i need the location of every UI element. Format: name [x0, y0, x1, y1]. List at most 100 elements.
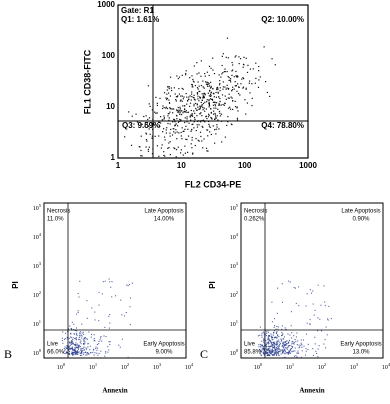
event-dot [272, 354, 274, 356]
event-dot [162, 131, 164, 133]
event-dot [212, 113, 215, 115]
event-dot [148, 117, 151, 119]
event-dot [105, 352, 107, 354]
event-dot [174, 148, 176, 150]
event-dot [268, 354, 270, 356]
event-dot [169, 132, 171, 134]
event-dot [232, 108, 234, 111]
event-dot [145, 132, 147, 134]
event-dot [201, 115, 203, 117]
event-dot [210, 86, 212, 89]
event-dot [291, 332, 293, 334]
event-dot [281, 283, 283, 285]
event-dot [219, 115, 222, 117]
event-dot [191, 113, 193, 115]
event-dot [227, 116, 229, 118]
event-dot [287, 333, 289, 335]
event-dot [190, 99, 192, 101]
event-dot [75, 345, 77, 347]
event-dot [84, 341, 86, 343]
tick-base: 10 [230, 351, 236, 357]
event-dot [212, 110, 215, 112]
event-dot [275, 336, 277, 338]
event-dot [293, 286, 295, 289]
event-dot [82, 347, 84, 349]
event-dot [266, 332, 268, 334]
event-dot [108, 278, 110, 280]
event-dot [195, 107, 197, 110]
event-dot [77, 353, 79, 355]
event-dot [176, 125, 179, 127]
event-dot [215, 128, 217, 130]
event-dot [88, 353, 90, 355]
event-dot [283, 341, 285, 343]
event-dot [288, 352, 290, 354]
event-dot [283, 344, 285, 346]
event-dot [79, 334, 81, 336]
event-dot [204, 101, 206, 103]
event-dot [194, 99, 196, 101]
event-dot [186, 103, 188, 105]
event-dot [166, 127, 168, 129]
event-dot [74, 352, 76, 355]
event-dot [202, 147, 204, 149]
event-dot [307, 348, 309, 351]
event-dot [73, 333, 75, 335]
event-dot [190, 130, 192, 132]
event-dot [161, 144, 163, 146]
event-dot [93, 354, 95, 356]
event-dot [85, 354, 87, 356]
event-dot [288, 341, 290, 343]
event-dot [270, 335, 272, 337]
event-dot [208, 74, 210, 77]
event-dot [201, 105, 203, 107]
event-dot [168, 86, 170, 88]
event-dot [203, 138, 205, 140]
event-dot [192, 115, 194, 117]
tick-base: 10 [33, 206, 39, 212]
event-dot [175, 96, 177, 98]
quadrant-label: 13.0% [352, 350, 370, 356]
event-dot [101, 293, 103, 295]
event-dot [273, 350, 275, 352]
event-dot [157, 126, 159, 128]
event-dot [209, 87, 212, 89]
event-dot [158, 135, 160, 137]
event-dot [170, 108, 172, 110]
event-dot [275, 347, 277, 349]
event-dot [224, 68, 226, 70]
event-dot [81, 337, 83, 339]
event-dot [202, 97, 204, 99]
event-dot [141, 123, 143, 125]
event-dot [185, 110, 187, 112]
event-dot [210, 81, 212, 83]
event-dot [71, 340, 73, 342]
event-dot [68, 350, 71, 353]
event-dot [210, 108, 212, 110]
event-dot [150, 122, 153, 124]
event-dot [216, 124, 218, 126]
event-dot [266, 330, 268, 332]
event-dot [274, 336, 276, 339]
event-dot [208, 123, 210, 126]
event-dot [163, 136, 166, 138]
event-dot [167, 113, 169, 115]
event-dot [266, 345, 268, 347]
event-dot [72, 339, 74, 341]
event-dot [263, 342, 265, 344]
event-dot [77, 351, 79, 353]
tick-base: 10 [89, 365, 95, 371]
event-dot [283, 346, 285, 348]
event-dot [227, 57, 229, 59]
event-dot [191, 147, 193, 149]
event-dot [203, 95, 205, 97]
event-dot [281, 340, 283, 342]
event-dot [78, 344, 80, 346]
event-dot [173, 118, 175, 120]
event-dot [64, 346, 66, 348]
event-dot [147, 148, 149, 151]
event-dot [76, 347, 78, 349]
event-dot [193, 65, 195, 67]
event-dot [243, 64, 245, 66]
event-dot [203, 87, 205, 89]
